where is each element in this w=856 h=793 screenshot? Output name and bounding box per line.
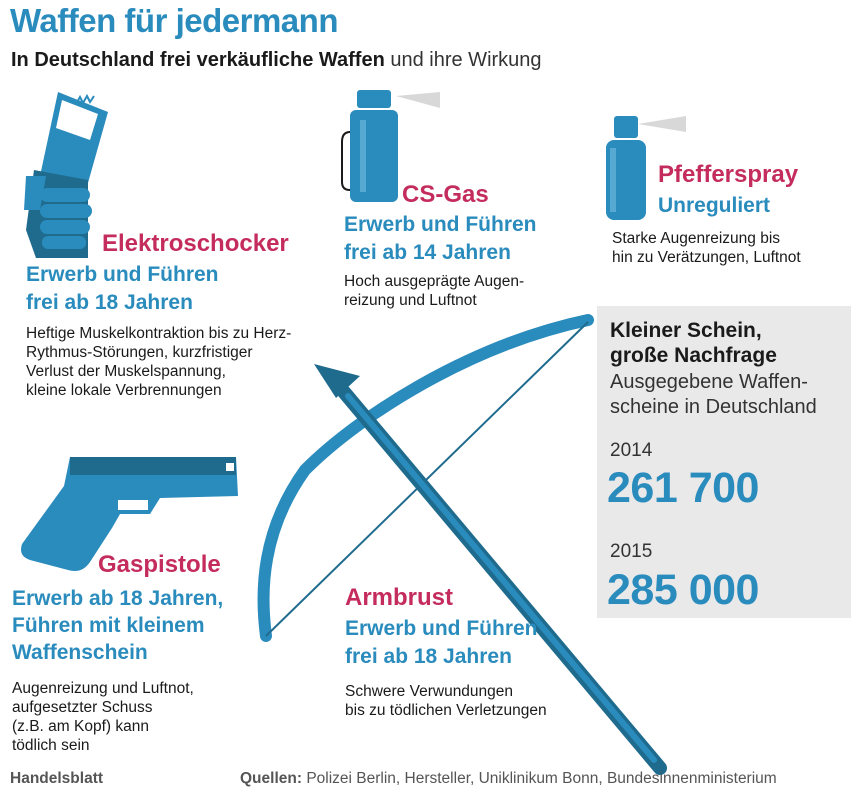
stats-title-line-1: Kleiner Schein, <box>610 319 762 342</box>
elektroschocker-desc-2: Rythmus-Störungen, kurzfristiger <box>26 344 253 361</box>
armbrust-desc-2: bis zu tödlichen Verletzungen <box>345 702 547 719</box>
stats-title: Kleiner Schein, große Nachfrage <box>610 318 777 368</box>
csgas-name: CS-Gas <box>402 181 489 208</box>
stats-subtitle: Ausgegebene Waffen- scheine in Deutschla… <box>610 370 817 420</box>
pfefferspray-desc-2: hin zu Verätzungen, Luftnot <box>612 249 801 266</box>
csgas-rule-1: Erwerb und Führen <box>344 213 537 236</box>
gaspistole-rule-1: Erwerb ab 18 Jahren, <box>12 587 224 610</box>
gaspistole-rule-3: Waffenschein <box>12 641 148 664</box>
elektroschocker-desc-1: Heftige Muskelkontraktion bis zu Herz- <box>26 325 292 342</box>
stats-title-line-2: große Nachfrage <box>610 344 777 367</box>
armbrust-rule-1: Erwerb und Führen <box>345 617 538 640</box>
armbrust-name: Armbrust <box>345 584 454 611</box>
stats-value-2015: 285 000 <box>607 566 759 614</box>
csgas-desc-2: reizung und Luftnot <box>344 292 477 309</box>
stats-year-2014: 2014 <box>610 440 653 461</box>
subtitle-bold: In Deutschland frei verkäufliche Waffen <box>11 49 385 71</box>
gaspistole-rule-2: Führen mit kleinem <box>12 614 205 637</box>
gaspistole-desc-1: Augenreizung und Luftnot, <box>12 680 194 697</box>
sources-line: Quellen: Polizei Berlin, Hersteller, Uni… <box>240 770 777 788</box>
elektroschocker-rule-1: Erwerb und Führen <box>26 263 219 286</box>
csgas-desc-1: Hoch ausgeprägte Augen- <box>344 273 525 290</box>
stats-subtitle-line-2: scheine in Deutschland <box>610 396 817 418</box>
elektroschocker-desc-3: Verlust der Muskelspannung, <box>26 363 226 380</box>
pfefferspray-desc-1: Starke Augenreizung bis <box>612 230 781 247</box>
stats-value-2014: 261 700 <box>607 464 759 512</box>
sources-label: Quellen: <box>240 770 303 787</box>
armbrust-rule-2: frei ab 18 Jahren <box>345 645 512 668</box>
gaspistole-name: Gaspistole <box>98 551 221 578</box>
gas-pistol-icon <box>21 457 238 571</box>
sources-text: Polizei Berlin, Hersteller, Uniklinikum … <box>302 770 777 787</box>
page-subtitle: In Deutschland frei verkäufliche Waffen … <box>11 49 542 72</box>
stats-box <box>597 306 851 618</box>
csgas-rule-2: frei ab 14 Jahren <box>344 241 511 264</box>
crossbow-icon <box>257 314 667 775</box>
gaspistole-desc-2: aufgesetzter Schuss <box>12 699 153 716</box>
stats-subtitle-line-1: Ausgegebene Waffen- <box>610 371 808 393</box>
elektroschocker-rule-2: frei ab 18 Jahren <box>26 291 193 314</box>
stun-gun-icon <box>24 92 108 258</box>
elektroschocker-name: Elektroschocker <box>102 230 289 257</box>
gaspistole-desc-3: (z.B. am Kopf) kann <box>12 718 149 735</box>
armbrust-desc-1: Schwere Verwundungen <box>345 683 514 700</box>
pepper-spray-icon <box>606 116 686 220</box>
page-title: Waffen für jedermann <box>10 2 338 39</box>
elektroschocker-desc-4: kleine lokale Verbrennungen <box>26 382 222 399</box>
subtitle-rest: und ihre Wirkung <box>384 49 542 71</box>
pfefferspray-rule-1: Unreguliert <box>658 194 771 217</box>
pfefferspray-name: Pfefferspray <box>658 161 799 188</box>
publisher-label: Handelsblatt <box>10 770 104 787</box>
gaspistole-desc-4: tödlich sein <box>12 737 90 754</box>
cs-gas-spray-icon <box>341 90 440 202</box>
stats-year-2015: 2015 <box>610 541 653 562</box>
